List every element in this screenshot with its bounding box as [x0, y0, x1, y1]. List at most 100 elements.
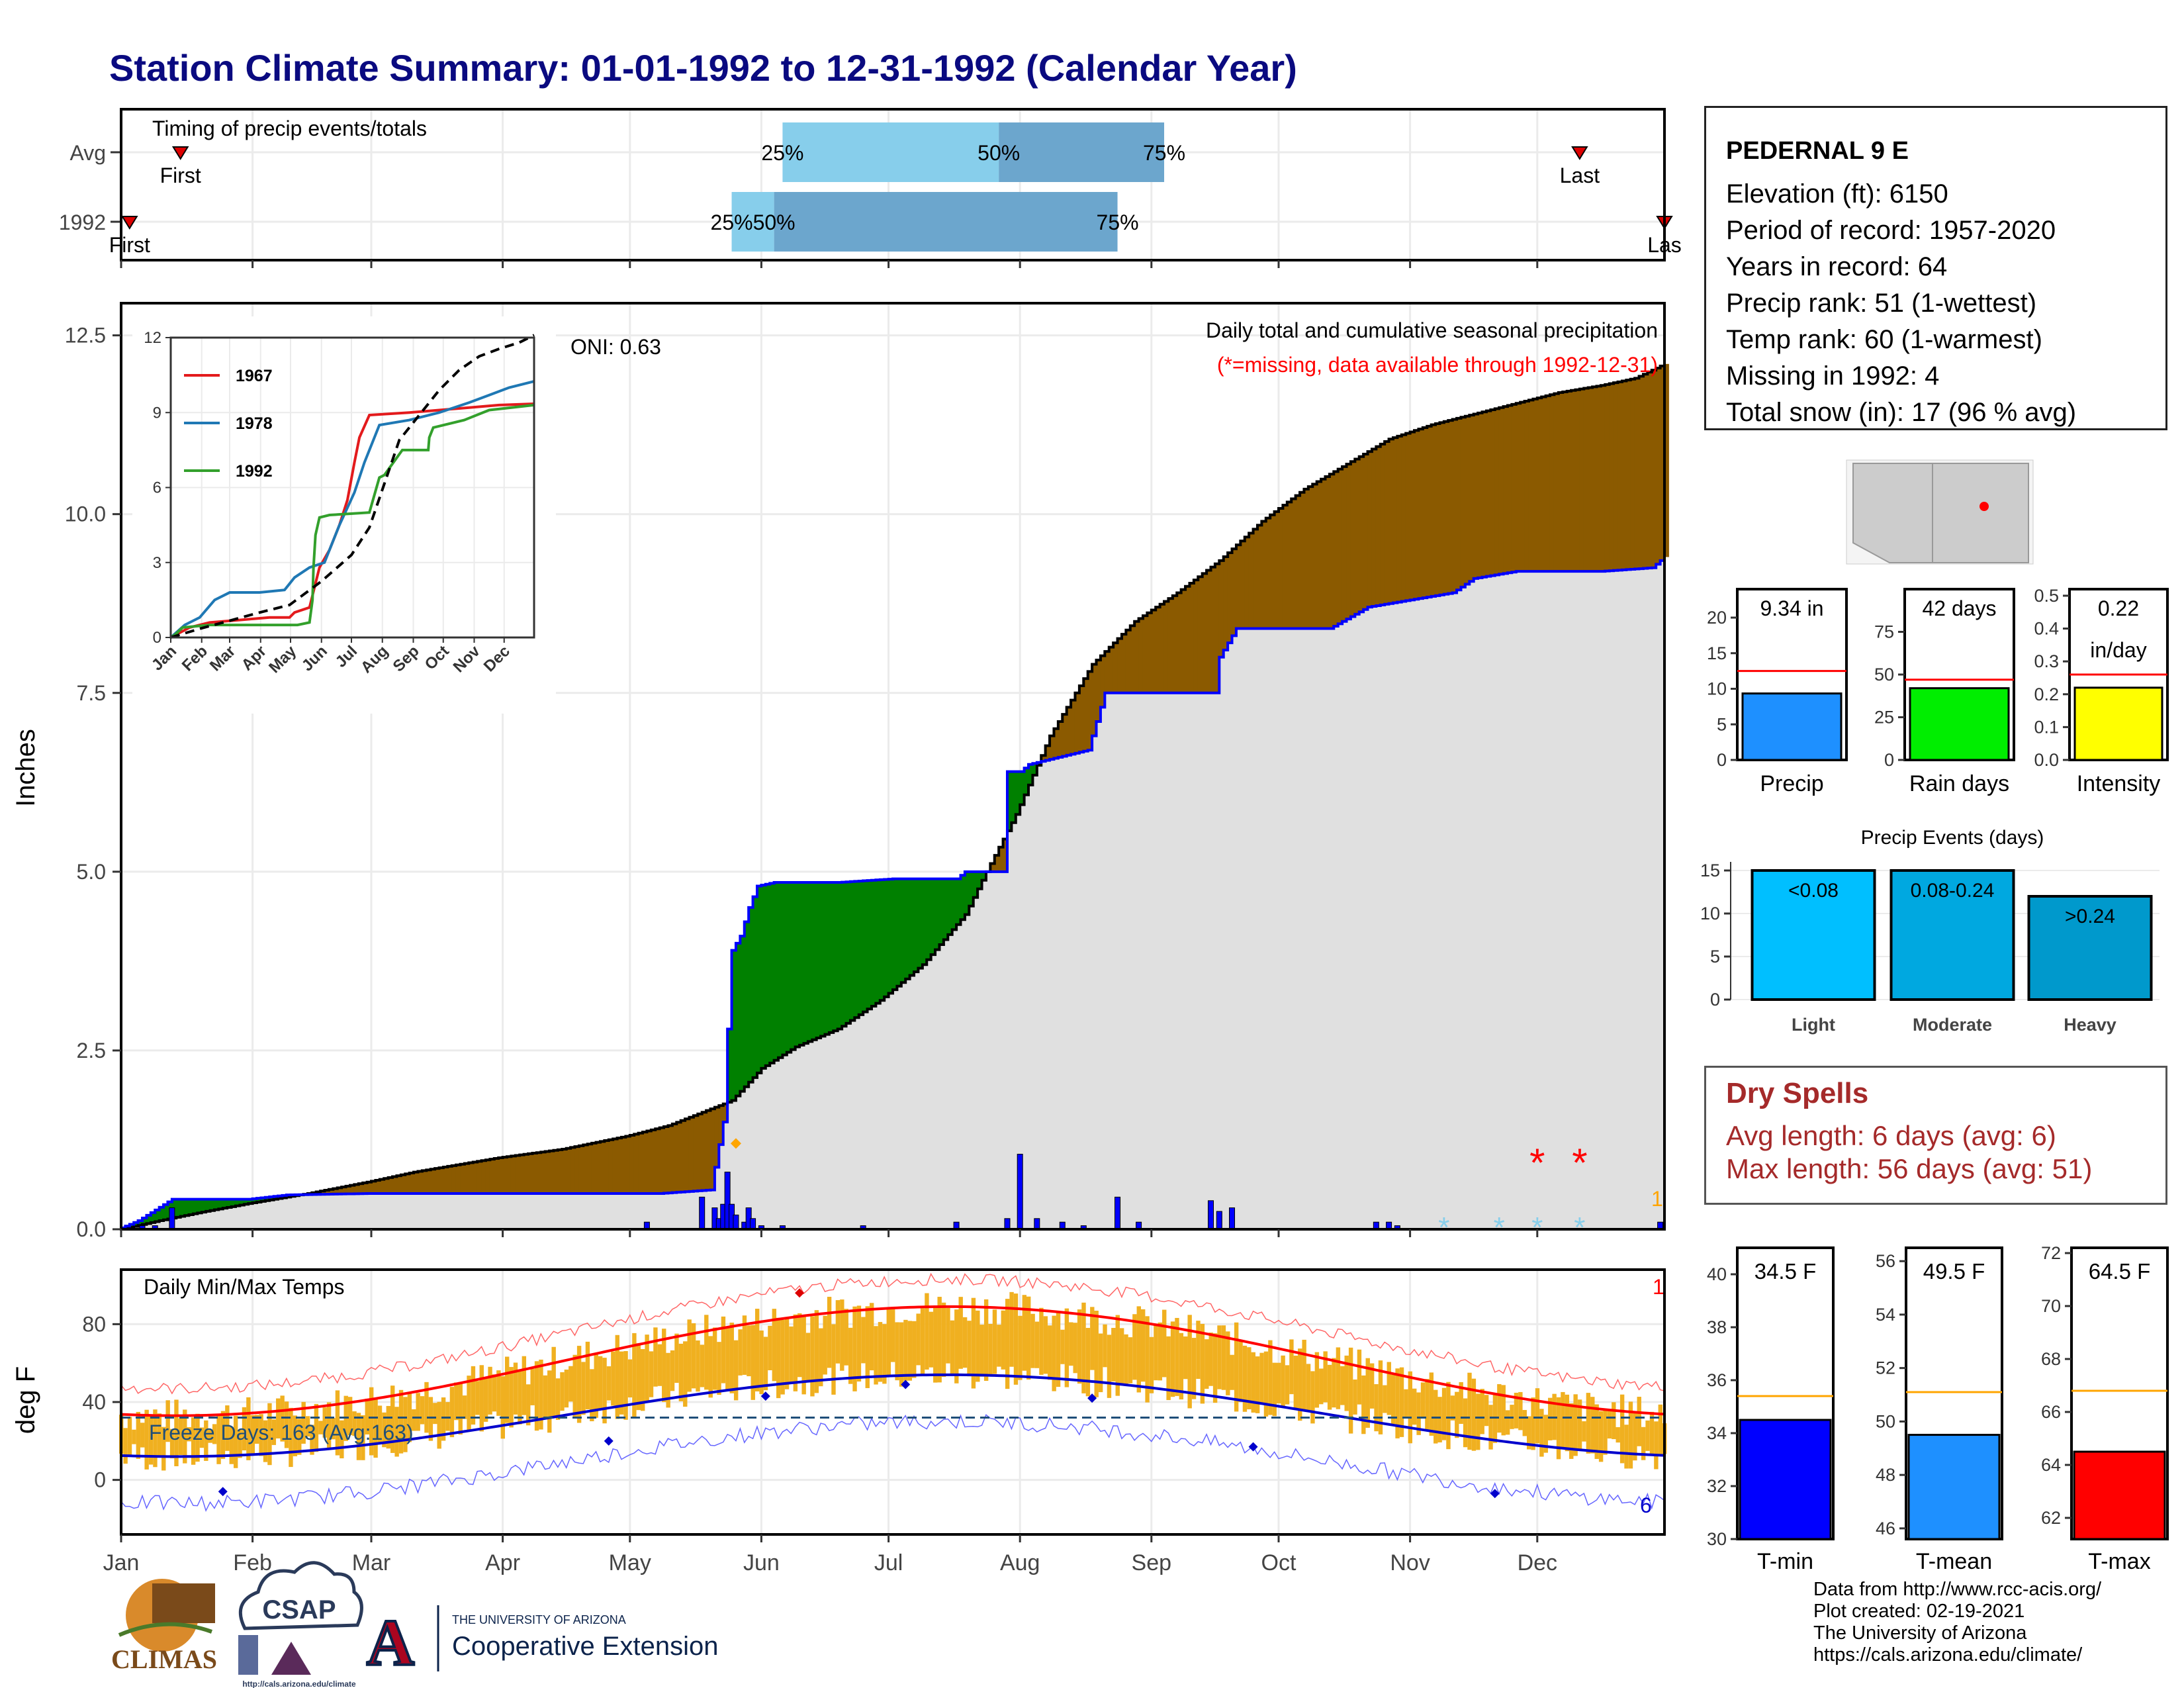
deficit-area: [549, 1150, 554, 1194]
deficit-area: [1253, 529, 1258, 629]
deficit-area: [345, 1186, 351, 1194]
deficit-area: [684, 1119, 690, 1192]
daily-temp-bar: [712, 1327, 717, 1390]
daily-temp-bar: [585, 1341, 590, 1410]
y-tick-label: 52: [1876, 1358, 1895, 1378]
month-label: Mar: [352, 1550, 391, 1575]
temp-y-axis-label: deg F: [11, 1366, 40, 1434]
deficit-area: [1244, 537, 1250, 629]
y-tick-label: 32: [1707, 1476, 1727, 1496]
deficit-area: [1074, 692, 1080, 753]
daily-temp-bar: [1603, 1409, 1608, 1455]
daily-temp-bar: [195, 1413, 200, 1462]
daily-temp-bar: [1073, 1323, 1077, 1374]
deficit-area: [1460, 417, 1466, 587]
value-bar: [2073, 686, 2163, 761]
surplus-area: [260, 1197, 266, 1201]
deficit-area: [1172, 595, 1177, 693]
daily-temp-bar: [1561, 1391, 1565, 1448]
deficit-area: [642, 1132, 647, 1194]
surplus-area: [154, 1209, 160, 1222]
deficit-area: [1520, 402, 1525, 572]
daily-temp-bar: [526, 1384, 531, 1426]
station-name: PEDERNAL 9 E: [1726, 137, 1909, 165]
surplus-area: [968, 871, 974, 906]
deficit-area: [1363, 453, 1369, 610]
daily-temp-bar: [1590, 1397, 1595, 1454]
y-tick-label: 5: [1710, 947, 1720, 966]
daily-temp-bar: [225, 1405, 230, 1451]
daily-temp-bar: [891, 1307, 895, 1362]
deficit-area: [510, 1156, 516, 1194]
deficit-area: [392, 1176, 397, 1194]
deficit-area: [1639, 376, 1644, 569]
daily-temp-bar: [216, 1415, 221, 1464]
deficit-area: [396, 1176, 402, 1194]
record-low-marker: [760, 1391, 770, 1401]
deficit-area: [1320, 479, 1326, 629]
daily-precip-bar: [169, 1207, 175, 1230]
daily-temp-bar: [1145, 1316, 1150, 1403]
deficit-area: [455, 1164, 461, 1194]
deficit-area: [1134, 621, 1140, 693]
daily-temp-bar: [365, 1398, 369, 1434]
event-bar-heavy: [2027, 895, 2153, 1001]
timing-pct-label: 50%: [978, 141, 1020, 165]
credit-line: https://cals.arizona.edu/climate/: [1813, 1644, 2083, 1665]
surplus-area: [197, 1199, 203, 1213]
deficit-area: [422, 1170, 427, 1194]
deficit-area: [1003, 839, 1008, 872]
daily-temp-bar: [1594, 1404, 1599, 1459]
y-tick-label: 0.3: [2034, 651, 2059, 671]
last-marker: [1571, 146, 1588, 160]
station-location-dot: [1979, 502, 1989, 511]
surplus-area: [769, 883, 775, 1063]
deficit-area: [1155, 607, 1161, 693]
daily-temp-bar: [1332, 1358, 1336, 1408]
surplus-area: [884, 879, 889, 997]
y-tick-label: 40: [1707, 1264, 1727, 1284]
temp-panel-label: Daily Min/Max Temps: [144, 1275, 344, 1299]
credit-line: Data from http://www.rcc-acis.org/: [1813, 1579, 2102, 1600]
daily-temp-bar: [1048, 1325, 1052, 1380]
deficit-area: [663, 1126, 668, 1194]
surplus-area: [252, 1198, 257, 1203]
daily-temp-bar: [1471, 1378, 1477, 1451]
daily-temp-bar: [271, 1419, 277, 1445]
surplus-area: [837, 882, 842, 1029]
daily-temp-bar: [751, 1325, 755, 1400]
daily-temp-bar: [641, 1348, 645, 1411]
daily-temp-bar: [954, 1309, 959, 1383]
timing-bar-50-75: [774, 192, 1118, 252]
deficit-area: [375, 1180, 381, 1194]
daily-temp-bar: [623, 1351, 628, 1420]
daily-temp-bar: [467, 1376, 471, 1431]
surplus-area: [731, 950, 737, 1101]
daily-temp-bar: [496, 1370, 501, 1416]
snow-marker: *: [1494, 1211, 1505, 1244]
deficit-area: [1418, 429, 1424, 599]
daily-temp-bar: [1039, 1307, 1044, 1375]
deficit-area: [1634, 378, 1640, 569]
station-line: Temp rank: 60 (1-warmest): [1726, 325, 2042, 354]
daily-temp-bar: [1565, 1394, 1570, 1452]
snow-marker: *: [1438, 1211, 1449, 1244]
deficit-area: [1567, 391, 1572, 572]
deficit-area: [430, 1169, 435, 1194]
deficit-area: [1342, 466, 1347, 622]
daily-temp-bar: [1251, 1352, 1255, 1413]
surplus-area: [1015, 771, 1021, 815]
surplus-area: [146, 1215, 152, 1224]
daily-temp-bar: [1043, 1316, 1048, 1374]
deficit-area: [417, 1171, 423, 1194]
daily-temp-bar: [1230, 1354, 1234, 1390]
value-label: 34.5 F: [1754, 1259, 1817, 1284]
y-tick-label: 0.1: [2034, 717, 2059, 737]
deficit-area: [1125, 630, 1131, 693]
daily-temp-bar: [293, 1415, 298, 1456]
deficit-area: [651, 1129, 656, 1194]
daily-temp-bar: [776, 1317, 781, 1399]
deficit-area: [1558, 393, 1563, 572]
daily-temp-bar: [1526, 1416, 1531, 1450]
daily-temp-bar: [1115, 1315, 1120, 1396]
